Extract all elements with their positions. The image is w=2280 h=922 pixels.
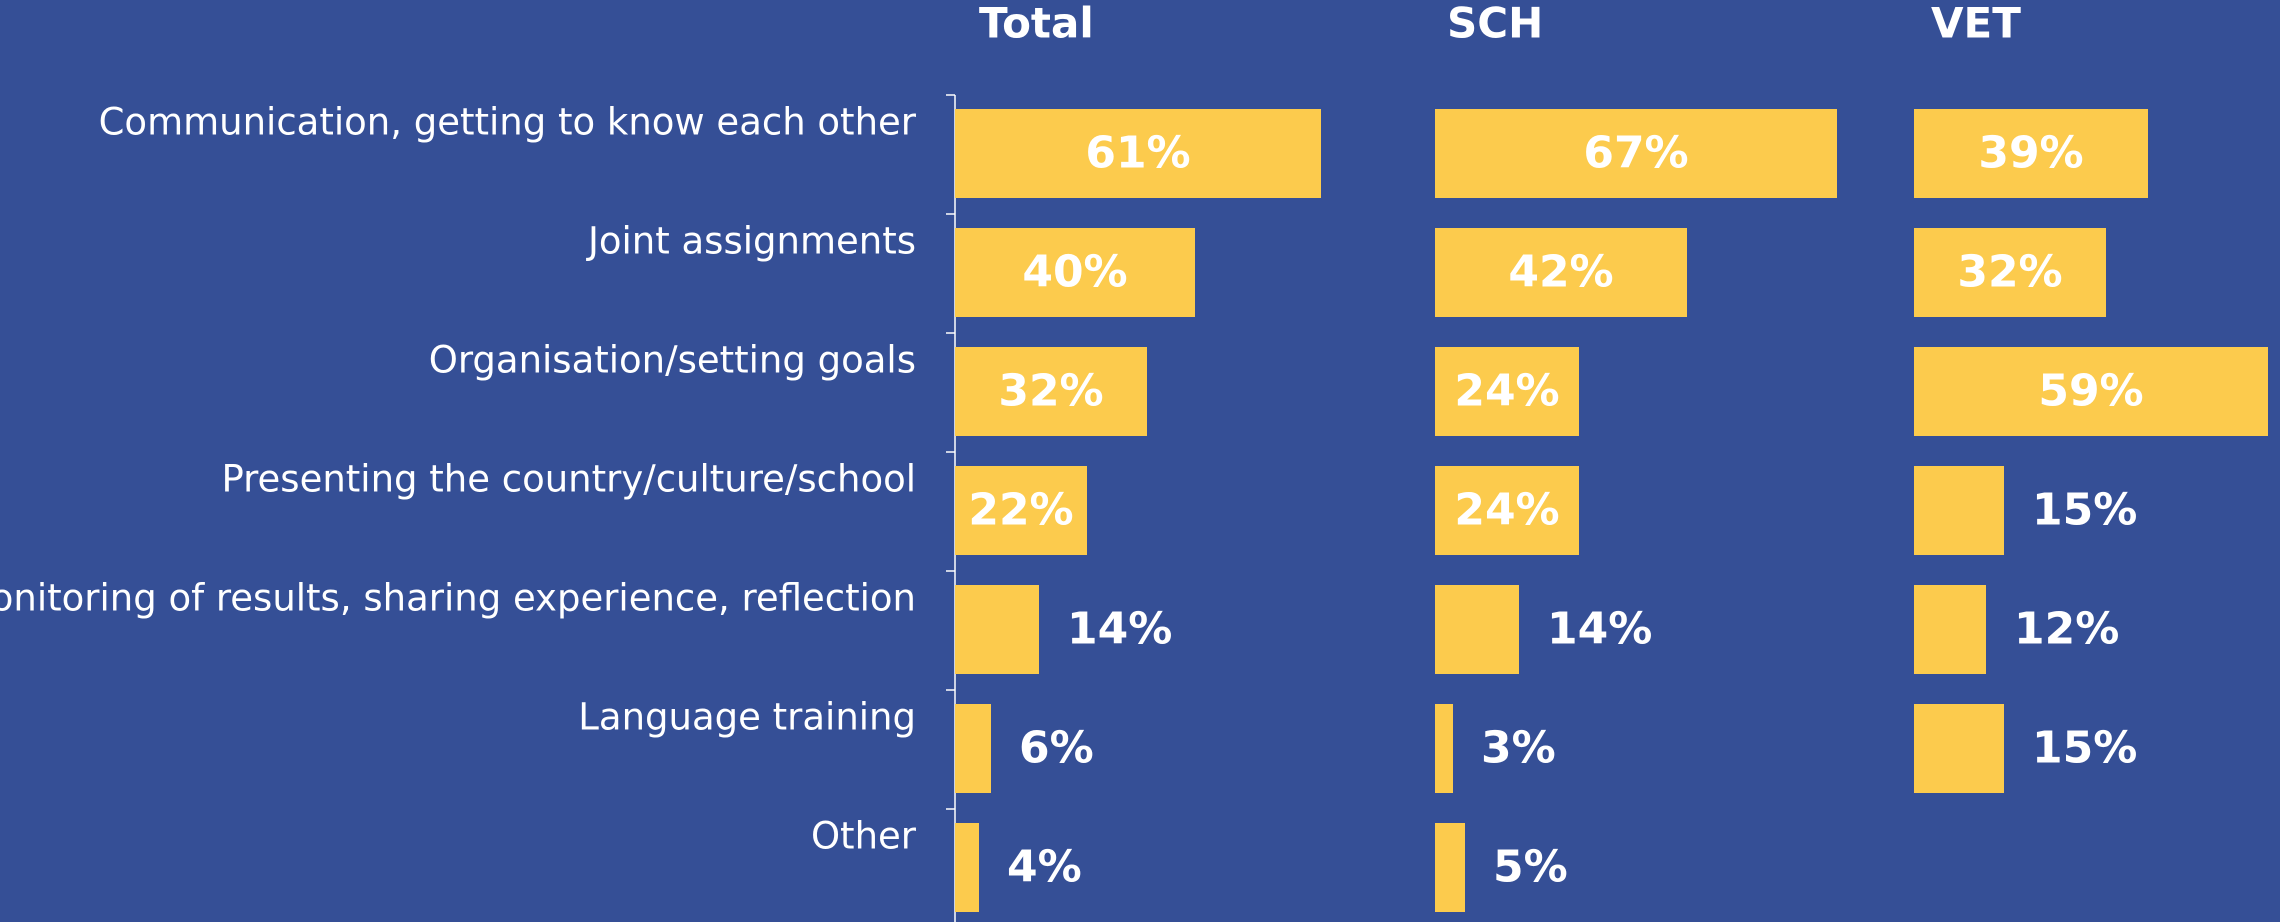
- value-label: 15%: [2032, 485, 2137, 536]
- series-header: VET: [1931, 0, 2021, 48]
- bar: [1435, 585, 1519, 674]
- bar: [1914, 109, 2148, 198]
- bar: [1435, 466, 1579, 555]
- category-label: Joint assignments: [586, 220, 916, 263]
- bar: [1914, 585, 1986, 674]
- value-label: 22%: [968, 485, 1073, 536]
- category-label: Communication, getting to know each othe…: [99, 101, 917, 144]
- value-label: 12%: [2014, 604, 2119, 655]
- value-label: 14%: [1067, 604, 1172, 655]
- value-label: 61%: [1085, 128, 1190, 179]
- value-label: 15%: [2032, 723, 2137, 774]
- category-label: Organisation/setting goals: [429, 339, 916, 382]
- bar: [1914, 347, 2268, 436]
- value-label: 39%: [1978, 128, 2083, 179]
- value-label: 14%: [1547, 604, 1652, 655]
- value-label: 40%: [1022, 247, 1127, 298]
- bar: [1435, 704, 1453, 793]
- bar: [1914, 228, 2106, 317]
- bar: [1435, 109, 1837, 198]
- value-label: 4%: [1007, 842, 1082, 893]
- bar: [955, 109, 1321, 198]
- series-header: Total: [979, 0, 1094, 48]
- bar: [955, 466, 1087, 555]
- bar: [955, 704, 991, 793]
- category-label: Language training: [578, 696, 916, 739]
- bar: [1435, 347, 1579, 436]
- value-label: 32%: [1957, 247, 2062, 298]
- bar: [955, 347, 1147, 436]
- bar: [1435, 228, 1687, 317]
- category-label: Presenting the country/culture/school: [221, 458, 916, 501]
- value-label: 32%: [998, 366, 1103, 417]
- bar: [1914, 466, 2004, 555]
- series-header: SCH: [1447, 0, 1543, 48]
- value-label: 67%: [1583, 128, 1688, 179]
- value-label: 24%: [1454, 366, 1559, 417]
- value-label: 3%: [1481, 723, 1556, 774]
- bar: [955, 585, 1039, 674]
- value-label: 59%: [2038, 366, 2143, 417]
- category-label: Monitoring of results, sharing experienc…: [0, 577, 916, 620]
- bar: [955, 228, 1195, 317]
- bar: [1914, 704, 2004, 793]
- value-label: 5%: [1493, 842, 1568, 893]
- value-label: 24%: [1454, 485, 1559, 536]
- value-label: 42%: [1508, 247, 1613, 298]
- bar: [1435, 823, 1465, 912]
- bar: [955, 823, 979, 912]
- category-label: Other: [811, 815, 917, 858]
- value-label: 6%: [1019, 723, 1094, 774]
